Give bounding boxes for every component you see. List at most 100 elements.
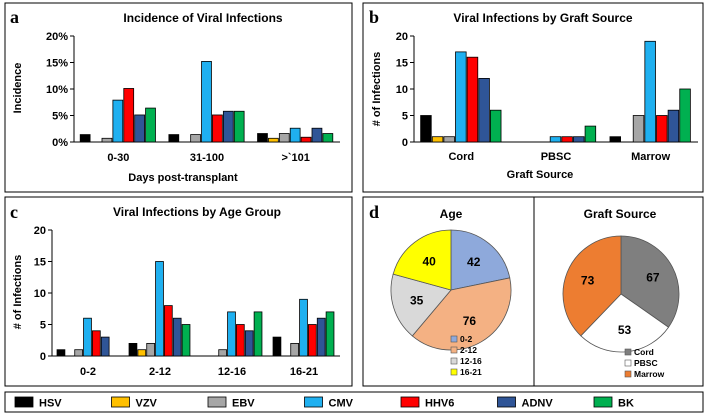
a-bar-hsv (168, 134, 180, 143)
b-bar-hsv (420, 115, 432, 143)
c-bar-adnv (316, 317, 326, 357)
pie-age-title: Age (440, 207, 463, 221)
b-y-tick-label: 5 (402, 111, 408, 123)
c-bar-cmv (299, 298, 308, 357)
a-bar-adnv (311, 127, 323, 143)
b-bar-ebv (632, 115, 645, 143)
panel-b-frame (362, 2, 704, 193)
panel-c-title: Viral Infections by Age Group (113, 205, 281, 219)
legend-label-ebv: EBV (232, 398, 255, 410)
c-bar-cmv (227, 311, 236, 357)
a-bar-hhv6 (212, 114, 223, 143)
panel-a-frame (4, 2, 353, 193)
panel-c-plot: 0 5 10 15 20 0-2 2-12 12-16 16-21 (34, 225, 340, 378)
panel-d-frame (362, 196, 704, 387)
a-y-tick-label: 15% (46, 58, 68, 70)
c-x-tick-label: 0-2 (80, 366, 96, 378)
a-bar-bk (145, 107, 156, 143)
legend-label-bk: BK (618, 398, 634, 410)
b-bar-hhv6 (656, 115, 668, 143)
b-bar-vzv (431, 136, 444, 143)
b-y-tick-label: 10 (396, 84, 408, 96)
panel-c-frame (4, 196, 353, 387)
c-y-tick-label: 15 (34, 257, 46, 269)
c-bar-hhv6 (236, 324, 245, 357)
a-bar-hsv (79, 134, 91, 143)
a-bar-cmv (289, 127, 301, 143)
panel-b-xlabel: Graft Source (507, 169, 574, 181)
c-bar-hsv (128, 342, 138, 357)
c-bar-vzv (137, 349, 147, 357)
a-x-tick-label: 31-100 (190, 152, 224, 164)
c-y-tick-label: 0 (40, 351, 46, 363)
b-bar-cmv (644, 40, 656, 143)
panel-a-xlabel: Days post-transplant (128, 172, 238, 184)
panel-c-ylabel: # of Infections (12, 255, 24, 330)
c-bar-bk (253, 311, 263, 357)
panel-c-letter: c (10, 202, 18, 222)
c-x-tick-label: 2-12 (149, 366, 171, 378)
legend-swatch-cmv (304, 396, 323, 408)
b-bar-adnv (667, 109, 680, 143)
pie-graft-slice-label: 73 (581, 274, 595, 288)
b-x-tick-label: Cord (448, 151, 474, 163)
pie-age-legend-label: 0-2 (460, 334, 473, 344)
panel-b-ylabel: # of Infections (371, 52, 383, 127)
legend-swatch-bk (593, 396, 613, 408)
pie-age-slice-label: 76 (463, 314, 477, 328)
a-bar-cmv (112, 99, 124, 143)
b-bar-cmv (455, 51, 467, 143)
pie-age-slice-label: 42 (467, 255, 481, 269)
pie-age-slice-12-16 (390, 273, 452, 337)
c-x-tick-label: 16-21 (290, 366, 318, 378)
panel-a-plot: 0% 5% 10% 15% 20% 0-30 31-100 >`101 (46, 31, 340, 164)
a-x-tick-label: >`101 (281, 152, 309, 164)
legend-swatch-hhv6 (400, 396, 420, 408)
b-bar-hsv (609, 136, 621, 143)
pie-graft-legend-swatch (624, 359, 632, 367)
legend-swatch-vzv (111, 396, 130, 408)
b-bar-bk (679, 88, 691, 143)
panel-d-letter: d (369, 202, 379, 222)
c-bar-bk (325, 311, 335, 357)
c-bar-hhv6 (164, 305, 173, 357)
legend-label-hsv: HSV (39, 398, 62, 410)
b-bar-bk (490, 109, 502, 143)
a-y-tick-label: 10% (46, 84, 68, 96)
pie-graft-legend-swatch (624, 370, 632, 378)
legend-label-cmv: CMV (329, 398, 354, 410)
b-y-tick-label: 15 (396, 58, 408, 70)
legend-label-vzv: VZV (136, 398, 158, 410)
legend-label-adnv: ADNV (522, 398, 554, 410)
series-legend: HSV VZV EBV CMV HHV6 ADNV BK (14, 396, 634, 410)
b-bar-bk (584, 125, 597, 143)
c-bar-adnv (244, 330, 254, 357)
b-bar-hhv6 (561, 136, 573, 143)
legend-swatch-adnv (497, 396, 516, 408)
c-y-tick-label: 5 (40, 320, 46, 332)
b-bar-adnv (478, 78, 490, 143)
pie-age-legend-swatch (450, 368, 458, 376)
b-bar-adnv (573, 136, 585, 143)
panel-b-title: Viral Infections by Graft Source (453, 11, 632, 25)
pie-age-slice-label: 35 (410, 294, 424, 308)
c-bar-hhv6 (92, 330, 101, 357)
pie-age-slice-label: 40 (423, 254, 437, 268)
a-bar-hsv (257, 133, 268, 143)
a-bar-hhv6 (123, 88, 135, 143)
c-x-tick-label: 12-16 (218, 366, 246, 378)
legend-swatch-hsv (14, 396, 34, 408)
pie-graft-slice-cord (620, 235, 680, 328)
c-bar-adnv (100, 336, 110, 357)
pie-age-legend-swatch (450, 335, 458, 343)
panel-a-letter: a (10, 7, 19, 27)
panel-a-ylabel: Incidence (12, 63, 24, 114)
pie-graft-legend-label: Cord (634, 347, 654, 357)
c-bar-ebv (218, 349, 227, 357)
pie-age-legend-label: 12-16 (460, 356, 482, 366)
a-bar-ebv (101, 137, 113, 143)
c-y-tick-label: 20 (34, 225, 46, 237)
